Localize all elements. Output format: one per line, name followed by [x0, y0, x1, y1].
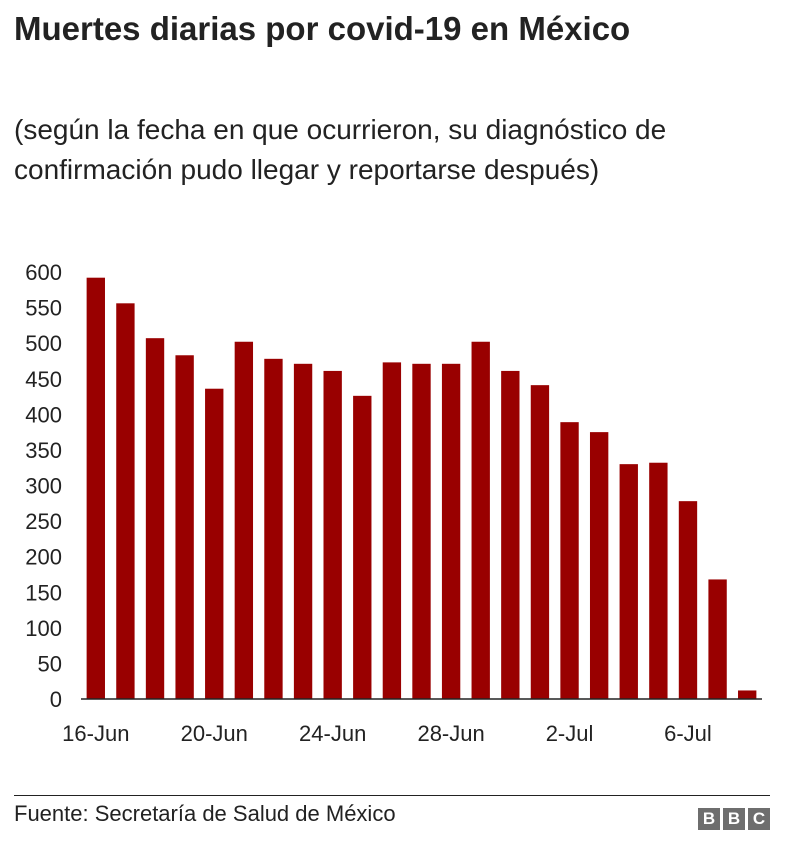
bar: [649, 462, 668, 699]
y-tick-label: 300: [25, 474, 62, 499]
bbc-logo-letter: B: [723, 808, 745, 830]
y-tick-label: 450: [25, 367, 62, 392]
x-tick-label: 6-Jul: [664, 721, 712, 746]
bar: [441, 363, 461, 699]
bar: [738, 690, 757, 699]
bar: [353, 395, 372, 699]
bars: [86, 277, 757, 699]
x-tick-label: 20-Jun: [181, 721, 248, 746]
bar: [116, 303, 135, 699]
chart-subtitle: (según la fecha en que ocurrieron, su di…: [14, 114, 667, 185]
bbc-logo-letter: B: [698, 808, 720, 830]
y-tick-label: 500: [25, 331, 62, 356]
y-tick-label: 400: [25, 402, 62, 427]
x-tick-label: 28-Jun: [417, 721, 484, 746]
y-tick-label: 350: [25, 438, 62, 463]
bar: [501, 370, 520, 699]
bar: [471, 341, 490, 699]
footer-divider: [14, 795, 770, 796]
bar-chart: 0 50 100 150 200 250 300 350 400 450 500 550 600 16-…: [25, 260, 762, 746]
bar: [619, 464, 638, 699]
bar: [145, 338, 165, 699]
x-tick-label: 24-Jun: [299, 721, 366, 746]
y-tick-label: 100: [25, 616, 62, 641]
bar: [175, 355, 194, 699]
chart-title: Muertes diarias por covid-19 en México: [14, 10, 631, 47]
bar: [323, 370, 342, 699]
bbc-logo-letter: C: [748, 808, 770, 830]
bar: [382, 362, 402, 699]
source-note: Fuente: Secretaría de Salud de México: [14, 801, 396, 826]
bar: [678, 501, 698, 699]
bar: [589, 432, 609, 699]
bar: [86, 277, 105, 699]
bar: [560, 422, 579, 699]
bar: [234, 341, 254, 699]
y-tick-label: 0: [50, 687, 62, 712]
x-axis-labels: 16-Jun 20-Jun 24-Jun 28-Jun 2-Jul 6-Jul: [62, 721, 712, 746]
y-tick-label: 250: [25, 509, 62, 534]
y-tick-label: 150: [25, 580, 62, 605]
bar: [293, 363, 313, 699]
bbc-logo: B B C: [698, 808, 770, 830]
bar: [708, 579, 727, 699]
y-tick-label: 50: [38, 651, 62, 676]
y-tick-label: 200: [25, 545, 62, 570]
bar: [530, 385, 550, 699]
bar: [412, 363, 431, 699]
y-tick-label: 550: [25, 296, 62, 321]
x-tick-label: 16-Jun: [62, 721, 129, 746]
bar: [264, 358, 283, 699]
bar: [205, 388, 224, 699]
y-tick-label: 600: [25, 260, 62, 285]
y-axis-labels: 0 50 100 150 200 250 300 350 400 450 500 550 600: [25, 260, 62, 712]
x-tick-label: 2-Jul: [546, 721, 594, 746]
